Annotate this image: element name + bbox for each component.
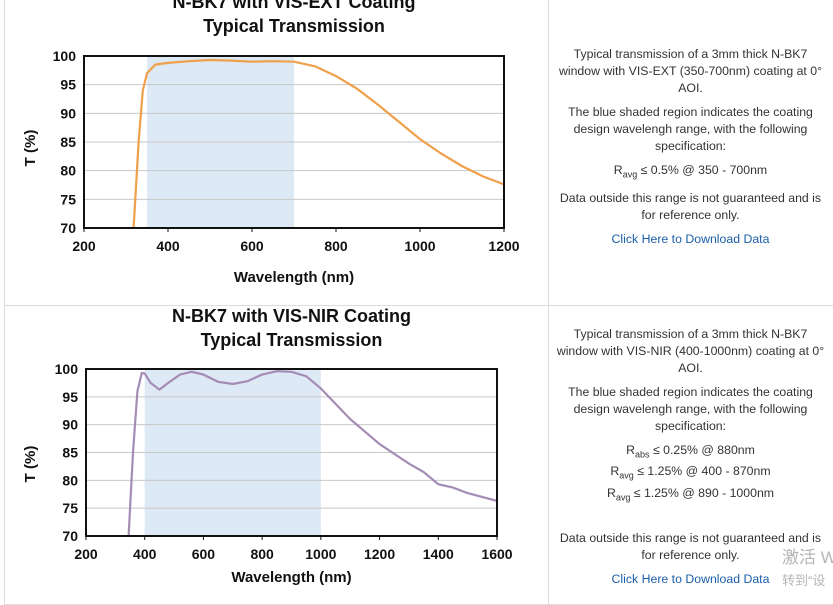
spec-sub: avg: [615, 492, 631, 503]
shading-note: The blue shaded region indicates the coa…: [568, 385, 813, 433]
spec-sub: avg: [619, 470, 634, 481]
y-tick-label: 90: [62, 417, 78, 433]
y-tick-label: 75: [60, 191, 76, 207]
watermark: 激活 W: [782, 548, 833, 567]
y-tick-label: 75: [62, 500, 78, 516]
x-tick-label: 200: [72, 238, 96, 254]
plot-frame: [85, 368, 498, 537]
spec-symbol: R: [613, 163, 623, 177]
spec-sub: avg: [622, 169, 638, 180]
x-tick-label: 1000: [404, 238, 435, 254]
y-tick-label: 80: [60, 163, 76, 179]
download-link[interactable]: Click Here to Download Data: [611, 572, 770, 587]
x-tick-label: 600: [240, 238, 264, 254]
spec-text: ≤ 1.25% @ 890 - 1000nm: [633, 485, 775, 500]
x-tick-label: 400: [133, 546, 157, 562]
watermark: 转到“设: [782, 573, 826, 588]
spec-sub: abs: [635, 449, 650, 460]
y-tick-label: 90: [60, 105, 76, 121]
chart-title: Typical Transmission: [203, 16, 385, 36]
spec-symbol: R: [606, 485, 616, 500]
spec-text: ≤ 0.5% @ 350 - 700nm: [640, 163, 768, 177]
transmission-curve: [132, 58, 504, 229]
y-tick-label: 100: [55, 361, 79, 377]
intro: Typical transmission of a 3mm thick N-BK…: [558, 47, 823, 95]
x-tick-label: 1400: [423, 546, 454, 562]
spec: Ravg ≤ 0.5% @ 350 - 700nm: [548, 162, 833, 183]
plot-frame: [83, 55, 505, 229]
chart-cell: N-BK7 with VIS-EXT Coating Typical Transm…: [4, 0, 549, 306]
spec: Ravg ≤ 1.25% @ 400 - 870nm: [548, 463, 833, 484]
y-tick-label: 95: [60, 77, 76, 93]
x-tick-label: 400: [156, 238, 180, 254]
chart-title: N-BK7 with VIS-EXT Coating: [173, 0, 416, 12]
x-tick-label: 800: [324, 238, 348, 254]
x-axis-label: Wavelength (nm): [234, 269, 354, 286]
y-tick-label: 80: [62, 472, 78, 488]
x-tick-label: 1000: [305, 546, 336, 562]
x-tick-label: 600: [192, 546, 216, 562]
spec: Rabs ≤ 0.25% @ 880nm: [548, 442, 833, 463]
note: Data outside this range is not guarantee…: [559, 531, 822, 563]
chart-title: Typical Transmission: [201, 330, 383, 350]
description: Typical transmission of a 3mm thick N-BK…: [548, 46, 833, 255]
spec-text: ≤ 1.25% @ 400 - 870nm: [637, 464, 771, 479]
y-tick-label: 85: [60, 134, 76, 150]
intro: Typical transmission of a 3mm thick N-BK…: [556, 327, 825, 375]
y-tick-label: 95: [62, 389, 78, 405]
note: Data outside this range is not guarantee…: [559, 191, 822, 223]
shading-note: The blue shaded region indicates the coa…: [568, 105, 813, 153]
description: Typical transmission of a 3mm thick N-BK…: [548, 326, 833, 595]
y-tick-label: 70: [62, 528, 78, 544]
y-axis-label: T (%): [22, 446, 39, 483]
chart-cell: N-BK7 with VIS-NIR Coating Typical Transm…: [4, 305, 549, 605]
spec: Ravg ≤ 1.25% @ 890 - 1000nm: [548, 485, 833, 506]
x-tick-label: 1200: [364, 546, 395, 562]
chart: N-BK7 with VIS-NIR Coating Typical Transm…: [22, 306, 513, 586]
spec-symbol: R: [626, 443, 635, 457]
x-tick-label: 200: [74, 546, 98, 562]
x-tick-label: 800: [250, 546, 274, 562]
spec-text: ≤ 0.25% @ 880nm: [652, 443, 755, 457]
y-tick-label: 100: [53, 48, 77, 64]
download-link[interactable]: Click Here to Download Data: [611, 232, 770, 247]
x-axis-label: Wavelength (nm): [231, 569, 351, 586]
x-tick-label: 1600: [481, 546, 512, 562]
y-axis-label: T (%): [22, 130, 39, 167]
transmission-curve: [127, 370, 497, 537]
spec-symbol: R: [610, 464, 620, 479]
chart-title: N-BK7 with VIS-NIR Coating: [172, 306, 411, 326]
y-tick-label: 70: [60, 220, 76, 236]
y-tick-label: 85: [62, 445, 78, 461]
x-tick-label: 1200: [488, 238, 519, 254]
chart: N-BK7 with VIS-EXT Coating Typical Transm…: [22, 0, 520, 286]
